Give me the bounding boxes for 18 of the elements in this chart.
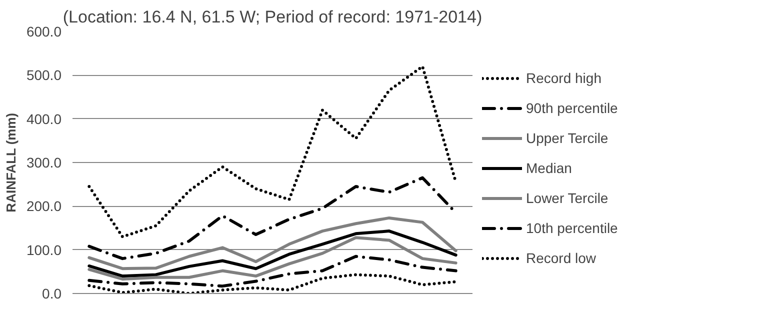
legend-label: Record high xyxy=(526,70,602,86)
y-tick-label: 100.0 xyxy=(26,242,62,258)
legend-label: 10th percentile xyxy=(526,220,618,236)
chart-title: (Location: 16.4 N, 61.5 W; Period of record: 1971-2014) xyxy=(62,8,482,26)
y-axis-title: RAINFALL (mm) xyxy=(3,112,18,212)
y-tick-label: 600.0 xyxy=(26,24,62,40)
line-series xyxy=(88,64,458,238)
legend-label: 90th percentile xyxy=(526,100,618,116)
legend-label: Record low xyxy=(526,250,596,266)
y-tick-label: 200.0 xyxy=(26,198,62,214)
legend-label: Median xyxy=(526,160,572,176)
y-tick-label: 300.0 xyxy=(26,154,62,170)
line-series xyxy=(88,230,458,278)
y-tick-label: 0.0 xyxy=(42,286,62,302)
y-tick-label: 500.0 xyxy=(26,67,62,84)
y-tick-label: 400.0 xyxy=(26,110,62,127)
legend-label: Lower Tercile xyxy=(526,190,608,206)
legend-label: Upper Tercile xyxy=(526,130,608,146)
